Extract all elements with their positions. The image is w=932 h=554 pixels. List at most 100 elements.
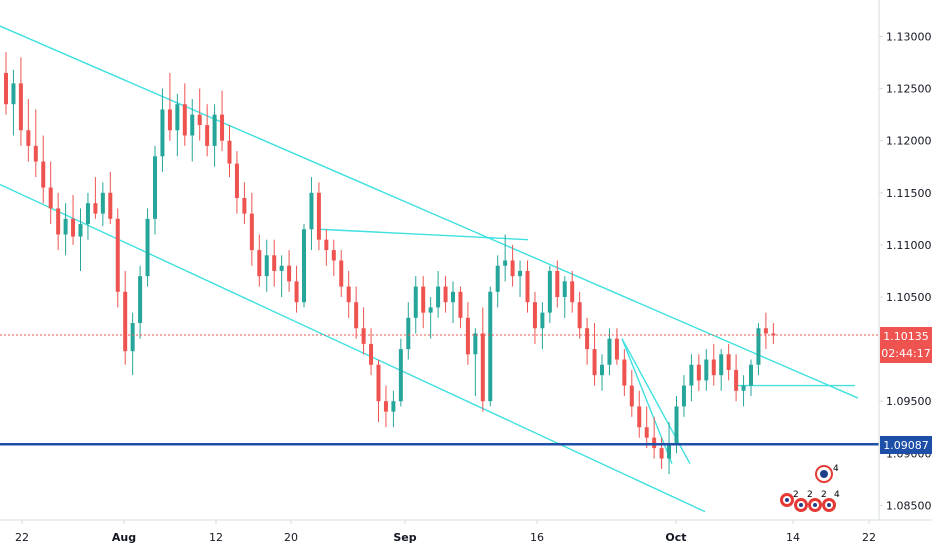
candle (78, 208, 83, 271)
candle (234, 151, 239, 214)
candle (41, 135, 46, 204)
candle (197, 88, 202, 141)
candle-body (294, 281, 299, 303)
candle (443, 276, 448, 313)
candle (704, 349, 709, 391)
candle (465, 302, 470, 365)
us-flag-icon[interactable]: 2 (794, 490, 813, 512)
candle-body (234, 163, 239, 198)
candle-body (637, 406, 642, 428)
candle (413, 276, 418, 334)
price-tick-label: 1.11000 (886, 239, 932, 252)
candle (681, 375, 686, 417)
candle-body (458, 291, 463, 318)
candle (190, 98, 195, 162)
candle-body (346, 286, 351, 303)
candle-body (465, 317, 470, 355)
support-level-label: 1.09087 (880, 436, 932, 454)
candle-body (667, 442, 672, 459)
candle-body (600, 364, 604, 376)
candle (592, 323, 597, 386)
candle (145, 208, 150, 287)
candle (711, 343, 716, 386)
candle (719, 349, 724, 391)
candle (436, 270, 441, 318)
candle-body (421, 286, 426, 313)
candle-body (249, 213, 254, 251)
candle-body (220, 114, 225, 141)
price-tick-label: 1.09500 (886, 395, 932, 408)
candle (182, 83, 187, 146)
candle (749, 359, 753, 396)
candle-body (383, 401, 388, 412)
candle (100, 182, 105, 227)
us-flag-icon[interactable]: 4 (822, 490, 840, 512)
candle (458, 286, 463, 329)
candle-body (264, 255, 269, 277)
candle-body (123, 291, 128, 352)
price-tick-label: 1.13000 (886, 30, 932, 43)
candle-body (681, 385, 686, 407)
candle-body (257, 250, 262, 277)
candle (637, 390, 642, 438)
wedge-line-a[interactable] (621, 338, 673, 464)
economic-events[interactable]: 4 2 2 2 4 (780, 464, 840, 512)
candle-body (324, 239, 329, 251)
candle (175, 93, 180, 157)
candle (488, 286, 493, 407)
candle (220, 90, 225, 152)
candle (562, 276, 567, 318)
us-flag-icon[interactable]: 2 (780, 490, 799, 507)
candle-body (644, 427, 649, 438)
candle (540, 302, 545, 350)
candle (577, 291, 582, 339)
neckline[interactable] (319, 228, 529, 241)
time-tick-label: Sep (393, 531, 416, 544)
candle (279, 255, 284, 297)
candle-body (518, 270, 523, 277)
candle (71, 194, 76, 245)
candle (734, 354, 739, 402)
price-lines (0, 334, 879, 446)
candle-body (205, 125, 210, 146)
candle (667, 422, 672, 475)
time-tick-label: 16 (530, 531, 544, 544)
candle (406, 302, 411, 360)
candle-body (108, 192, 113, 219)
candle (26, 98, 31, 162)
us-flag-icon[interactable]: 2 (808, 490, 827, 512)
channel-upper-line[interactable] (0, 25, 859, 399)
channel-lower-line[interactable] (0, 183, 706, 513)
candle-body (495, 265, 500, 292)
candle (212, 104, 217, 167)
candle (324, 229, 329, 266)
candle-body (197, 114, 202, 126)
candle-body (145, 218, 150, 277)
candle-body (85, 203, 90, 225)
candle (160, 88, 165, 172)
candles (4, 52, 776, 475)
event-count-3: 2 (821, 490, 827, 500)
candle (555, 260, 560, 308)
time-axis[interactable]: 22 Aug 12 20 Sep 16 Oct 14 22 (15, 520, 876, 544)
trend-channel (0, 25, 859, 513)
candle-body (212, 114, 217, 146)
current-price-value: 1.10135 (883, 330, 929, 343)
event-badge-icon[interactable]: 4 (815, 464, 839, 483)
candle-body (339, 260, 344, 287)
candle-body (629, 385, 634, 407)
candle (93, 177, 98, 219)
candle-body (436, 286, 441, 308)
candle (756, 323, 761, 376)
candle-body (696, 364, 701, 381)
wedge-line-b[interactable] (621, 338, 691, 465)
candle-body (130, 323, 135, 352)
event-count-1: 2 (793, 490, 799, 500)
candle (622, 349, 627, 396)
candle-body (56, 208, 61, 235)
candle-body (11, 83, 16, 105)
candle-body (659, 448, 664, 459)
candle-body (33, 145, 38, 162)
candle (11, 69, 16, 136)
